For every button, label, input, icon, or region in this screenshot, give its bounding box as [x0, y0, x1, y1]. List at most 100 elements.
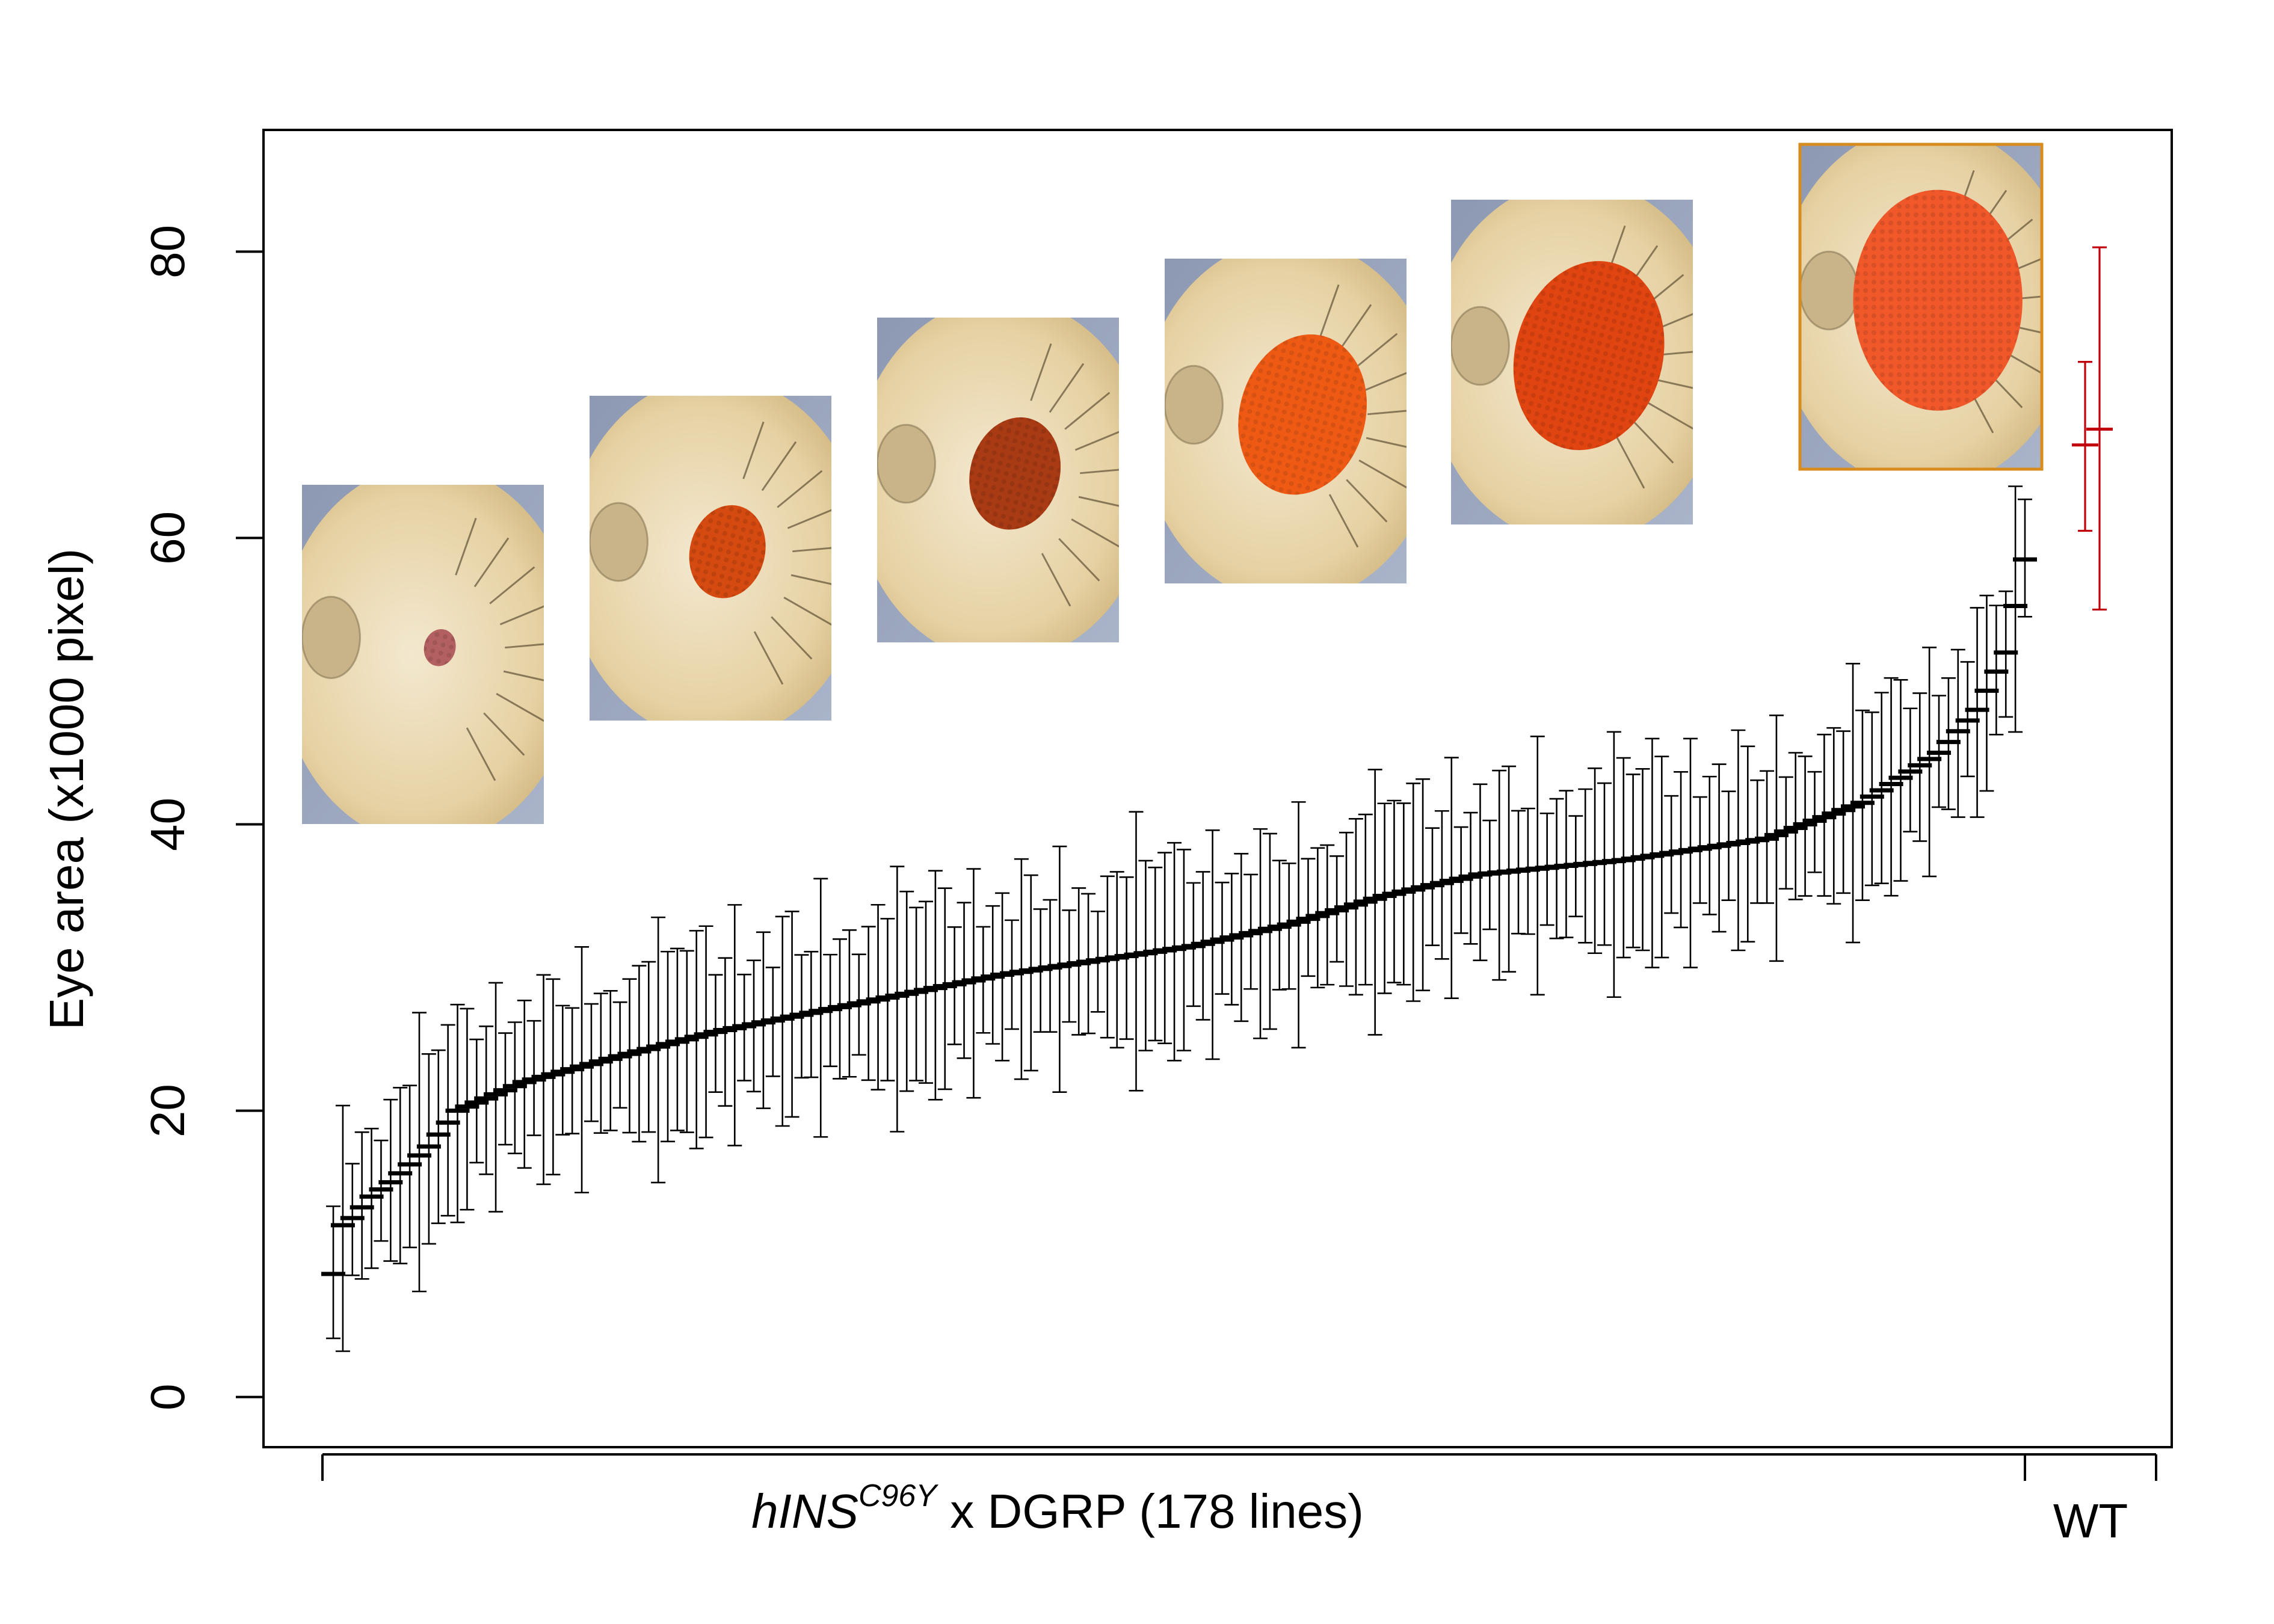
eye-photo-1-head — [302, 485, 544, 824]
dgrp-point — [1994, 590, 2018, 718]
eye-photo-2 — [590, 396, 831, 721]
eye-photo-5 — [1451, 200, 1693, 524]
eye-photo-4 — [1165, 259, 1407, 583]
dgrp-point — [598, 990, 623, 1131]
dgrp-point — [1544, 798, 1569, 940]
wt-point-2 — [2086, 246, 2113, 611]
dgrp-point — [1793, 755, 1817, 897]
dgrp-point — [703, 974, 728, 1093]
dgrp-point — [799, 950, 824, 1078]
dgrp-point — [1764, 715, 1789, 962]
dgrp-point — [1564, 815, 1588, 917]
dgrp-point — [1458, 811, 1483, 945]
dgrp-point — [1219, 872, 1244, 1006]
dgrp-point — [1363, 769, 1387, 1036]
dgrp-series — [321, 485, 2037, 1352]
dgrp-point — [1898, 707, 1923, 833]
dgrp-point — [1391, 802, 1416, 986]
x-label-gene: hINS — [751, 1484, 858, 1538]
dgrp-point — [570, 946, 594, 1194]
dgrp-point — [560, 1007, 585, 1134]
y-tick-label-2: 40 — [141, 798, 194, 851]
dgrp-point — [1315, 844, 1340, 986]
wt-label: WT — [2053, 1494, 2128, 1548]
x-axis-label: hINSC96Y x DGRP (178 lines) — [751, 1478, 1364, 1538]
dgrp-point — [1917, 647, 1942, 878]
dgrp-point — [1955, 661, 1980, 778]
dgrp-point — [1831, 730, 1856, 894]
dgrp-point — [1191, 871, 1215, 1021]
eye-photo-6-border — [1798, 143, 2044, 471]
dgrp-point — [1229, 853, 1254, 1023]
dgrp-point — [321, 1205, 345, 1339]
dgrp-point — [1687, 796, 1712, 904]
dgrp-point — [531, 974, 556, 1186]
dgrp-point — [856, 926, 881, 1081]
dgrp-point — [1936, 677, 1961, 810]
dgrp-point — [742, 959, 766, 1093]
dgrp-point — [999, 919, 1024, 1030]
dgrp-point — [388, 1086, 413, 1265]
dgrp-point — [369, 1139, 393, 1242]
dgrp-point — [1659, 795, 1684, 914]
dgrp-point — [1860, 711, 1884, 887]
dgrp-point — [646, 916, 671, 1184]
dgrp-point — [445, 1003, 470, 1223]
dgrp-point — [684, 930, 709, 1149]
dgrp-point — [1879, 677, 1903, 897]
dgrp-point — [1420, 827, 1445, 946]
x-label-rest: x DGRP (178 lines) — [937, 1484, 1364, 1538]
dgrp-point — [789, 954, 814, 1079]
dgrp-point — [1334, 831, 1359, 987]
dgrp-point — [674, 950, 699, 1133]
dgrp-point — [1869, 692, 1894, 885]
dgrp-point — [1277, 863, 1301, 990]
dgrp-point — [330, 1104, 355, 1352]
dgrp-point — [875, 918, 900, 1081]
wt-point-1 — [2072, 361, 2098, 532]
dgrp-point — [713, 957, 738, 1107]
dgrp-point — [760, 967, 785, 1077]
dgrp-point — [1974, 594, 1999, 792]
dgrp-point — [2003, 485, 2028, 733]
y-tick-label-1: 20 — [141, 1084, 194, 1137]
dgrp-point — [512, 1000, 537, 1169]
dgrp-point — [1850, 709, 1875, 901]
y-tick-label-4: 80 — [141, 225, 194, 278]
eye-photo-3 — [877, 318, 1119, 642]
dgrp-point — [1773, 776, 1798, 890]
dgrp-point — [1908, 692, 1932, 842]
dgrp-point — [359, 1128, 384, 1269]
dgrp-point — [1802, 770, 1827, 873]
dgrp-point — [455, 1007, 479, 1211]
dgrp-point — [474, 1026, 499, 1175]
x-label-allele: C96Y — [858, 1478, 938, 1513]
dgrp-point — [1745, 779, 1770, 904]
dgrp-point — [1888, 679, 1913, 882]
dgrp-point — [1535, 812, 1559, 926]
dgrp-point — [378, 1098, 403, 1262]
dgrp-point — [1984, 604, 2009, 736]
dgrp-point — [464, 1038, 489, 1164]
dgrp-point — [1343, 818, 1368, 996]
dgrp-point — [1057, 909, 1082, 1023]
dgrp-point — [1822, 727, 1846, 905]
dgrp-point — [1716, 790, 1741, 901]
dgrp-point — [493, 1032, 517, 1146]
dgrp-point — [1965, 607, 1989, 818]
eye-photo-insets — [302, 143, 2044, 824]
dgrp-point — [541, 978, 565, 1176]
dgrp-point — [1401, 783, 1426, 1002]
dgrp-point — [1257, 832, 1282, 1030]
y-tick-label-0: 0 — [141, 1383, 194, 1410]
dgrp-point — [2013, 498, 2037, 618]
dgrp-point — [426, 1049, 451, 1225]
dgrp-point — [1946, 648, 1970, 818]
dgrp-point — [846, 953, 871, 1056]
dgrp-point — [484, 982, 508, 1213]
dgrp-point — [588, 992, 613, 1134]
y-axis-label: Eye area (x1000 pixel) — [40, 549, 93, 1030]
dgrp-point — [436, 1024, 460, 1217]
wt-series — [2072, 246, 2113, 611]
eye-photo-1 — [302, 485, 544, 824]
